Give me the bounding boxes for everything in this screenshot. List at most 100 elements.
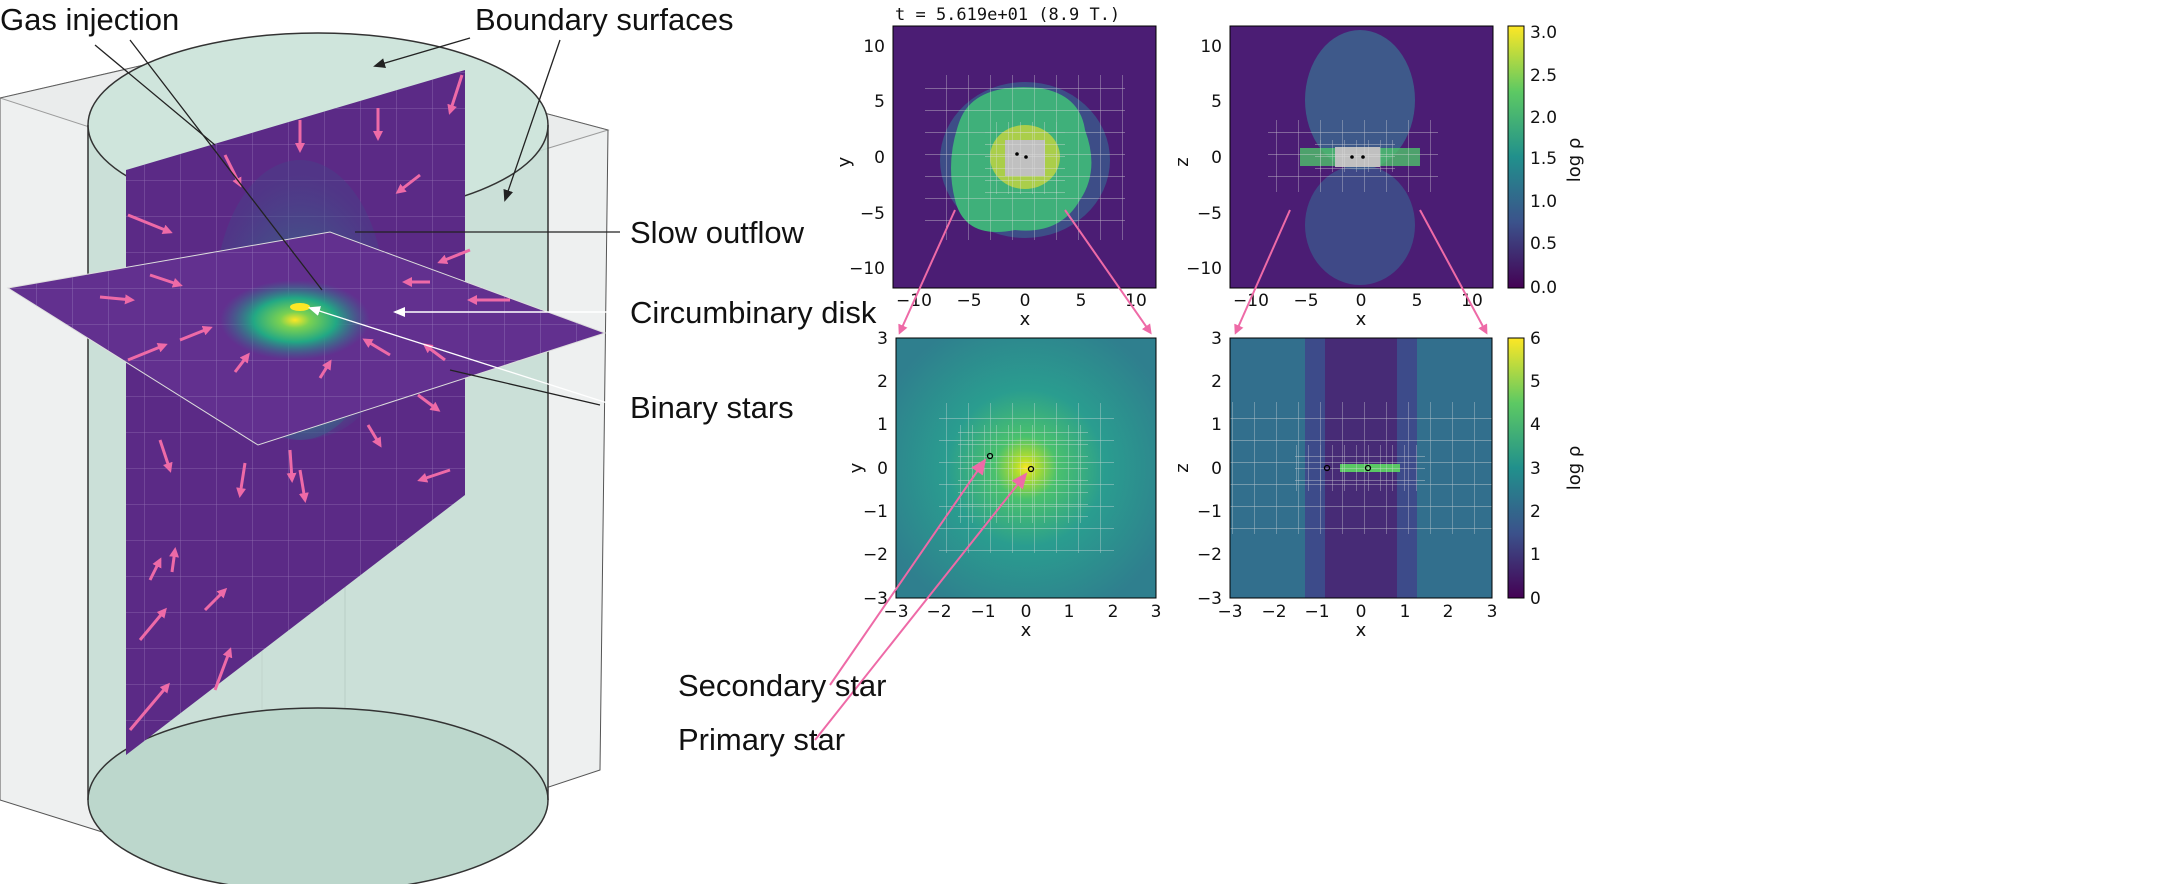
svg-text:5: 5 — [1076, 291, 1087, 311]
primary-star-label: Primary star — [678, 722, 845, 757]
svg-text:0.0: 0.0 — [1530, 278, 1557, 298]
svg-text:0: 0 — [1356, 291, 1367, 311]
colorbar-label: log ρ — [1564, 446, 1585, 491]
svg-text:3: 3 — [1211, 329, 1222, 349]
svg-text:2: 2 — [1211, 372, 1222, 392]
svg-text:2.5: 2.5 — [1530, 66, 1557, 86]
y-axis-label: y — [834, 156, 855, 167]
star-annotations: Secondary star Primary star — [678, 458, 1028, 757]
svg-text:−1: −1 — [1197, 502, 1222, 522]
svg-text:2: 2 — [1108, 602, 1119, 622]
svg-text:1: 1 — [1530, 545, 1541, 565]
x-ticks: −3 −2 −1 0 1 2 3 — [883, 602, 1161, 622]
svg-text:1: 1 — [1211, 415, 1222, 435]
svg-text:−1: −1 — [970, 602, 995, 622]
svg-text:−2: −2 — [863, 545, 888, 565]
svg-text:10: 10 — [1125, 291, 1147, 311]
x-axis-label: x — [1356, 620, 1367, 641]
svg-text:5: 5 — [874, 92, 885, 112]
svg-text:−5: −5 — [860, 204, 885, 224]
panel-top-left-xy: t = 5.619e+01 (8.9 T.) 10 5 0 −5 −10 −10… — [834, 5, 1157, 330]
svg-text:0: 0 — [877, 459, 888, 479]
svg-text:3: 3 — [877, 329, 888, 349]
y-axis-label: z — [1172, 463, 1193, 472]
svg-text:−3: −3 — [863, 589, 888, 609]
svg-text:2: 2 — [877, 372, 888, 392]
simulation-3d-schematic: Gas injection Boundary surfaces Slow out… — [0, 2, 877, 884]
x-axis-label: x — [1020, 309, 1031, 330]
svg-text:−3: −3 — [1217, 602, 1242, 622]
panel-bottom-right-xz: 3 2 1 0 −1 −2 −3 −3 −2 −1 0 1 2 3 x z — [1172, 329, 1497, 641]
svg-text:4: 4 — [1530, 415, 1541, 435]
svg-text:5: 5 — [1412, 291, 1423, 311]
secondary-star-label: Secondary star — [678, 668, 887, 703]
svg-text:3: 3 — [1487, 602, 1498, 622]
svg-text:0: 0 — [1020, 291, 1031, 311]
colorbar-top: 3.0 2.5 2.0 1.5 1.0 0.5 0.0 log ρ — [1507, 23, 1585, 298]
svg-text:2: 2 — [1443, 602, 1454, 622]
svg-text:2.0: 2.0 — [1530, 108, 1557, 128]
svg-text:−10: −10 — [849, 259, 885, 279]
zoom-connector-arrows — [898, 209, 1488, 335]
horizontal-density-slice — [6, 231, 607, 446]
svg-text:10: 10 — [1200, 37, 1222, 57]
x-axis-label: x — [1356, 309, 1367, 330]
svg-text:3: 3 — [1530, 459, 1541, 479]
primary-star-marker — [1027, 465, 1035, 473]
slow-outflow-label: Slow outflow — [630, 215, 805, 250]
svg-text:−10: −10 — [1186, 259, 1222, 279]
y-ticks: 10 5 0 −5 −10 — [1186, 37, 1222, 279]
svg-text:0: 0 — [874, 148, 885, 168]
x-ticks: −10 −5 0 5 10 — [896, 291, 1147, 311]
svg-text:5: 5 — [1530, 372, 1541, 392]
svg-text:−1: −1 — [1304, 602, 1329, 622]
binary-stars-label: Binary stars — [630, 390, 794, 425]
svg-text:−5: −5 — [956, 291, 981, 311]
svg-text:1.0: 1.0 — [1530, 192, 1557, 212]
y-axis-label: y — [846, 462, 867, 473]
y-ticks: 3 2 1 0 −1 −2 −3 — [863, 329, 888, 609]
y-ticks: 10 5 0 −5 −10 — [849, 37, 885, 279]
svg-text:1: 1 — [1064, 602, 1075, 622]
svg-text:3.0: 3.0 — [1530, 23, 1557, 43]
svg-text:2: 2 — [1530, 502, 1541, 522]
svg-text:1.5: 1.5 — [1530, 149, 1557, 169]
svg-text:−3: −3 — [883, 602, 908, 622]
svg-text:−2: −2 — [926, 602, 951, 622]
svg-text:0: 0 — [1211, 148, 1222, 168]
svg-text:1: 1 — [877, 415, 888, 435]
svg-text:−5: −5 — [1197, 204, 1222, 224]
panel-top-right-xz: 10 5 0 −5 −10 −10 −5 0 5 10 x z — [1172, 25, 1494, 330]
time-label: t = 5.619e+01 (8.9 T.) — [895, 5, 1120, 25]
svg-text:−1: −1 — [863, 502, 888, 522]
svg-text:5: 5 — [1211, 92, 1222, 112]
colorbar-bottom: 6 5 4 3 2 1 0 log ρ — [1507, 329, 1585, 609]
svg-text:0.5: 0.5 — [1530, 234, 1557, 254]
svg-text:0: 0 — [1211, 459, 1222, 479]
svg-text:−10: −10 — [1233, 291, 1269, 311]
annotation-leaders — [94, 37, 621, 408]
x-ticks: −10 −5 0 5 10 — [1233, 291, 1483, 311]
svg-text:0: 0 — [1356, 602, 1367, 622]
disk-glow — [220, 280, 370, 360]
x-axis-label: x — [1021, 620, 1032, 641]
svg-text:−2: −2 — [1261, 602, 1286, 622]
svg-text:6: 6 — [1530, 329, 1541, 349]
svg-text:0: 0 — [1021, 602, 1032, 622]
svg-text:−3: −3 — [1197, 589, 1222, 609]
svg-text:0: 0 — [1530, 589, 1541, 609]
gas-injection-label: Gas injection — [0, 2, 179, 37]
inflow-arrows — [99, 74, 510, 731]
binary-stars-3d — [290, 303, 310, 311]
circumbinary-disk-label: Circumbinary disk — [630, 295, 877, 330]
boundary-surfaces-label: Boundary surfaces — [475, 2, 733, 37]
y-ticks: 3 2 1 0 −1 −2 −3 — [1197, 329, 1222, 609]
svg-text:−5: −5 — [1293, 291, 1318, 311]
colorbar-label: log ρ — [1564, 138, 1585, 183]
svg-text:1: 1 — [1400, 602, 1411, 622]
svg-text:10: 10 — [863, 37, 885, 57]
svg-text:3: 3 — [1151, 602, 1162, 622]
x-ticks: −3 −2 −1 0 1 2 3 — [1217, 602, 1497, 622]
secondary-star-marker — [986, 452, 994, 460]
